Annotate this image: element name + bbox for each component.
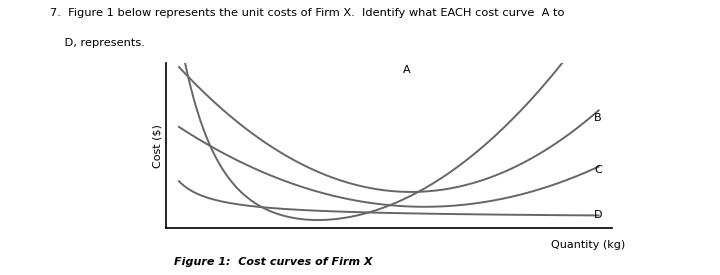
Text: 7.  Figure 1 below represents the unit costs of Firm X.  Identify what EACH cost: 7. Figure 1 below represents the unit co… [50, 8, 565, 18]
Text: D: D [594, 210, 603, 220]
Text: C: C [594, 166, 602, 175]
Text: B: B [594, 112, 602, 123]
Y-axis label: Cost ($): Cost ($) [153, 124, 163, 168]
Text: D, represents.: D, represents. [50, 39, 145, 48]
Text: Quantity (kg): Quantity (kg) [551, 240, 626, 250]
Text: A: A [403, 65, 410, 75]
Text: Figure 1:  Cost curves of Firm X: Figure 1: Cost curves of Firm X [174, 257, 373, 267]
